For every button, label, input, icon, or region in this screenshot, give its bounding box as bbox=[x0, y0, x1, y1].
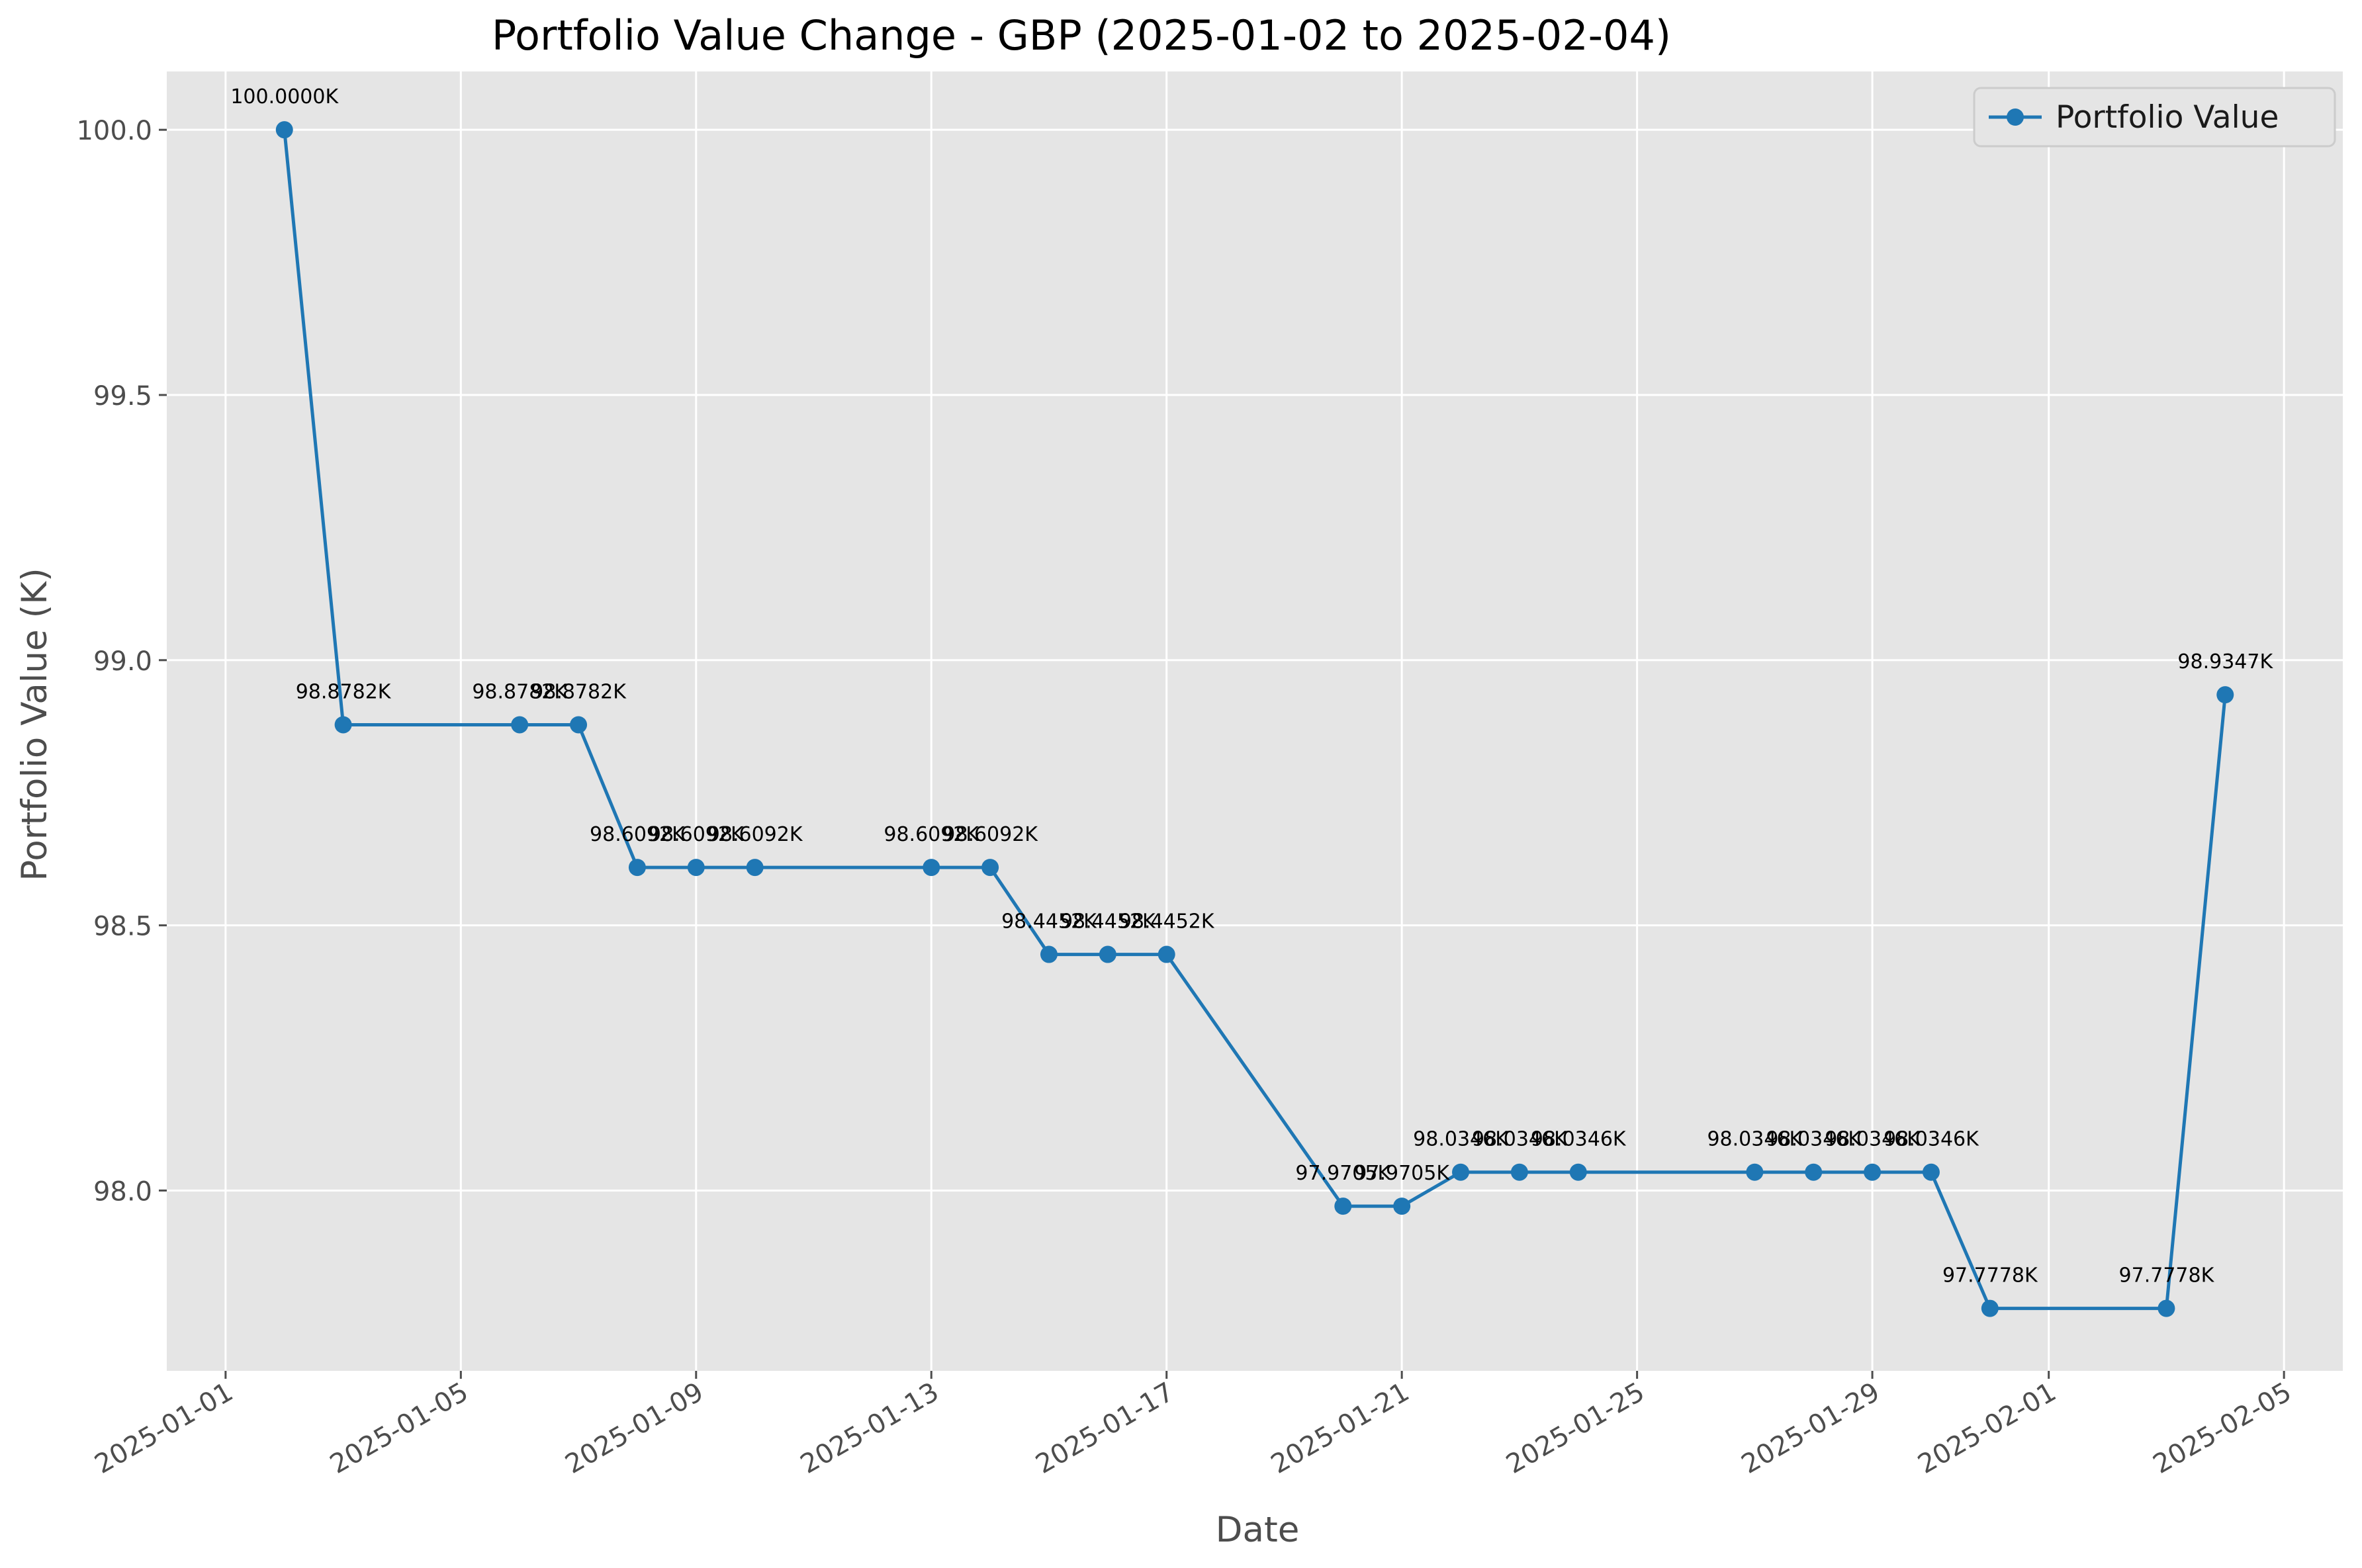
data-point-marker bbox=[511, 716, 529, 734]
y-tick-label: 98.5 bbox=[93, 912, 152, 942]
data-point-label: 98.6092K bbox=[884, 823, 979, 846]
y-tick-label: 99.5 bbox=[93, 381, 152, 412]
series-line-portfolio-value bbox=[283, 129, 2227, 1311]
data-point-marker bbox=[1981, 1299, 1999, 1317]
data-point-label: 98.8782K bbox=[531, 680, 627, 703]
data-point-label: 98.8782K bbox=[296, 680, 392, 703]
data-point-marker bbox=[981, 859, 999, 877]
chart-title: Portfolio Value Change - GBP (2025-01-02… bbox=[492, 11, 1671, 60]
data-point-label: 98.6092K bbox=[942, 823, 1038, 846]
data-point-label: 98.4452K bbox=[1001, 910, 1097, 934]
grid-lines bbox=[167, 71, 2343, 1371]
data-point-label: 98.0346K bbox=[1472, 1128, 1568, 1151]
data-point-label: 98.6092K bbox=[649, 823, 745, 846]
data-point-label: 98.6092K bbox=[707, 823, 803, 846]
data-point-label: 97.9705K bbox=[1295, 1162, 1391, 1185]
plot-area bbox=[167, 71, 2343, 1371]
data-point-label: 97.7778K bbox=[2119, 1264, 2215, 1287]
data-point-label: 98.8782K bbox=[472, 680, 568, 703]
data-point-marker bbox=[1040, 945, 1058, 963]
data-point-label: 98.0346K bbox=[1825, 1128, 1921, 1151]
data-point-marker bbox=[275, 121, 293, 139]
y-tick-label: 99.0 bbox=[93, 646, 152, 677]
data-point-marker bbox=[746, 859, 764, 877]
data-point-label: 97.9705K bbox=[1354, 1162, 1450, 1185]
data-point-label: 98.6092K bbox=[590, 823, 686, 846]
data-point-label: 98.4452K bbox=[1060, 910, 1156, 934]
data-point-marker bbox=[687, 859, 705, 877]
data-point-marker bbox=[1510, 1163, 1528, 1181]
data-point-marker bbox=[1393, 1198, 1411, 1215]
data-point-marker bbox=[570, 716, 588, 734]
data-point-label: 97.7778K bbox=[1942, 1264, 2038, 1287]
legend-marker-swatch bbox=[2007, 109, 2024, 126]
x-axis-label: Date bbox=[1216, 1510, 1300, 1550]
data-point-marker bbox=[1158, 945, 1175, 963]
data-point-marker bbox=[1334, 1198, 1352, 1215]
data-point-marker bbox=[1805, 1163, 1823, 1181]
data-point-marker bbox=[1569, 1163, 1587, 1181]
data-point-marker bbox=[2216, 686, 2234, 704]
data-point-label: 98.4452K bbox=[1119, 910, 1215, 934]
data-point-marker bbox=[1864, 1163, 1882, 1181]
legend-label: Portfolio Value bbox=[2056, 99, 2279, 136]
data-point-marker bbox=[1746, 1163, 1764, 1181]
series-markers bbox=[275, 121, 2234, 1317]
data-point-label: 98.0346K bbox=[1707, 1128, 1803, 1151]
data-point-label: 98.0346K bbox=[1884, 1128, 1979, 1151]
data-point-label: 98.9347K bbox=[2177, 650, 2273, 674]
y-axis-ticks: 98.0 98.5 99.0 99.5 100.0 bbox=[76, 116, 167, 1207]
legend-box bbox=[1973, 87, 2336, 148]
data-point-marker bbox=[1922, 1163, 1940, 1181]
data-point-label: 98.0346K bbox=[1766, 1128, 1862, 1151]
data-point-label: 98.0346K bbox=[1413, 1128, 1509, 1151]
y-axis-label: Portfolio Value (K) bbox=[15, 568, 55, 881]
data-point-label: 100.0000K bbox=[230, 85, 339, 109]
data-point-marker bbox=[334, 716, 352, 734]
data-point-label: 98.0346K bbox=[1531, 1128, 1627, 1151]
data-point-marker bbox=[2158, 1299, 2175, 1317]
data-point-marker bbox=[1099, 945, 1116, 963]
y-tick-label: 98.0 bbox=[93, 1176, 152, 1207]
data-point-marker bbox=[1452, 1163, 1470, 1181]
data-point-marker bbox=[923, 859, 940, 877]
data-point-marker bbox=[628, 859, 646, 877]
y-tick-label: 100.0 bbox=[76, 116, 152, 146]
legend: Portfolio Value bbox=[1973, 87, 2336, 148]
